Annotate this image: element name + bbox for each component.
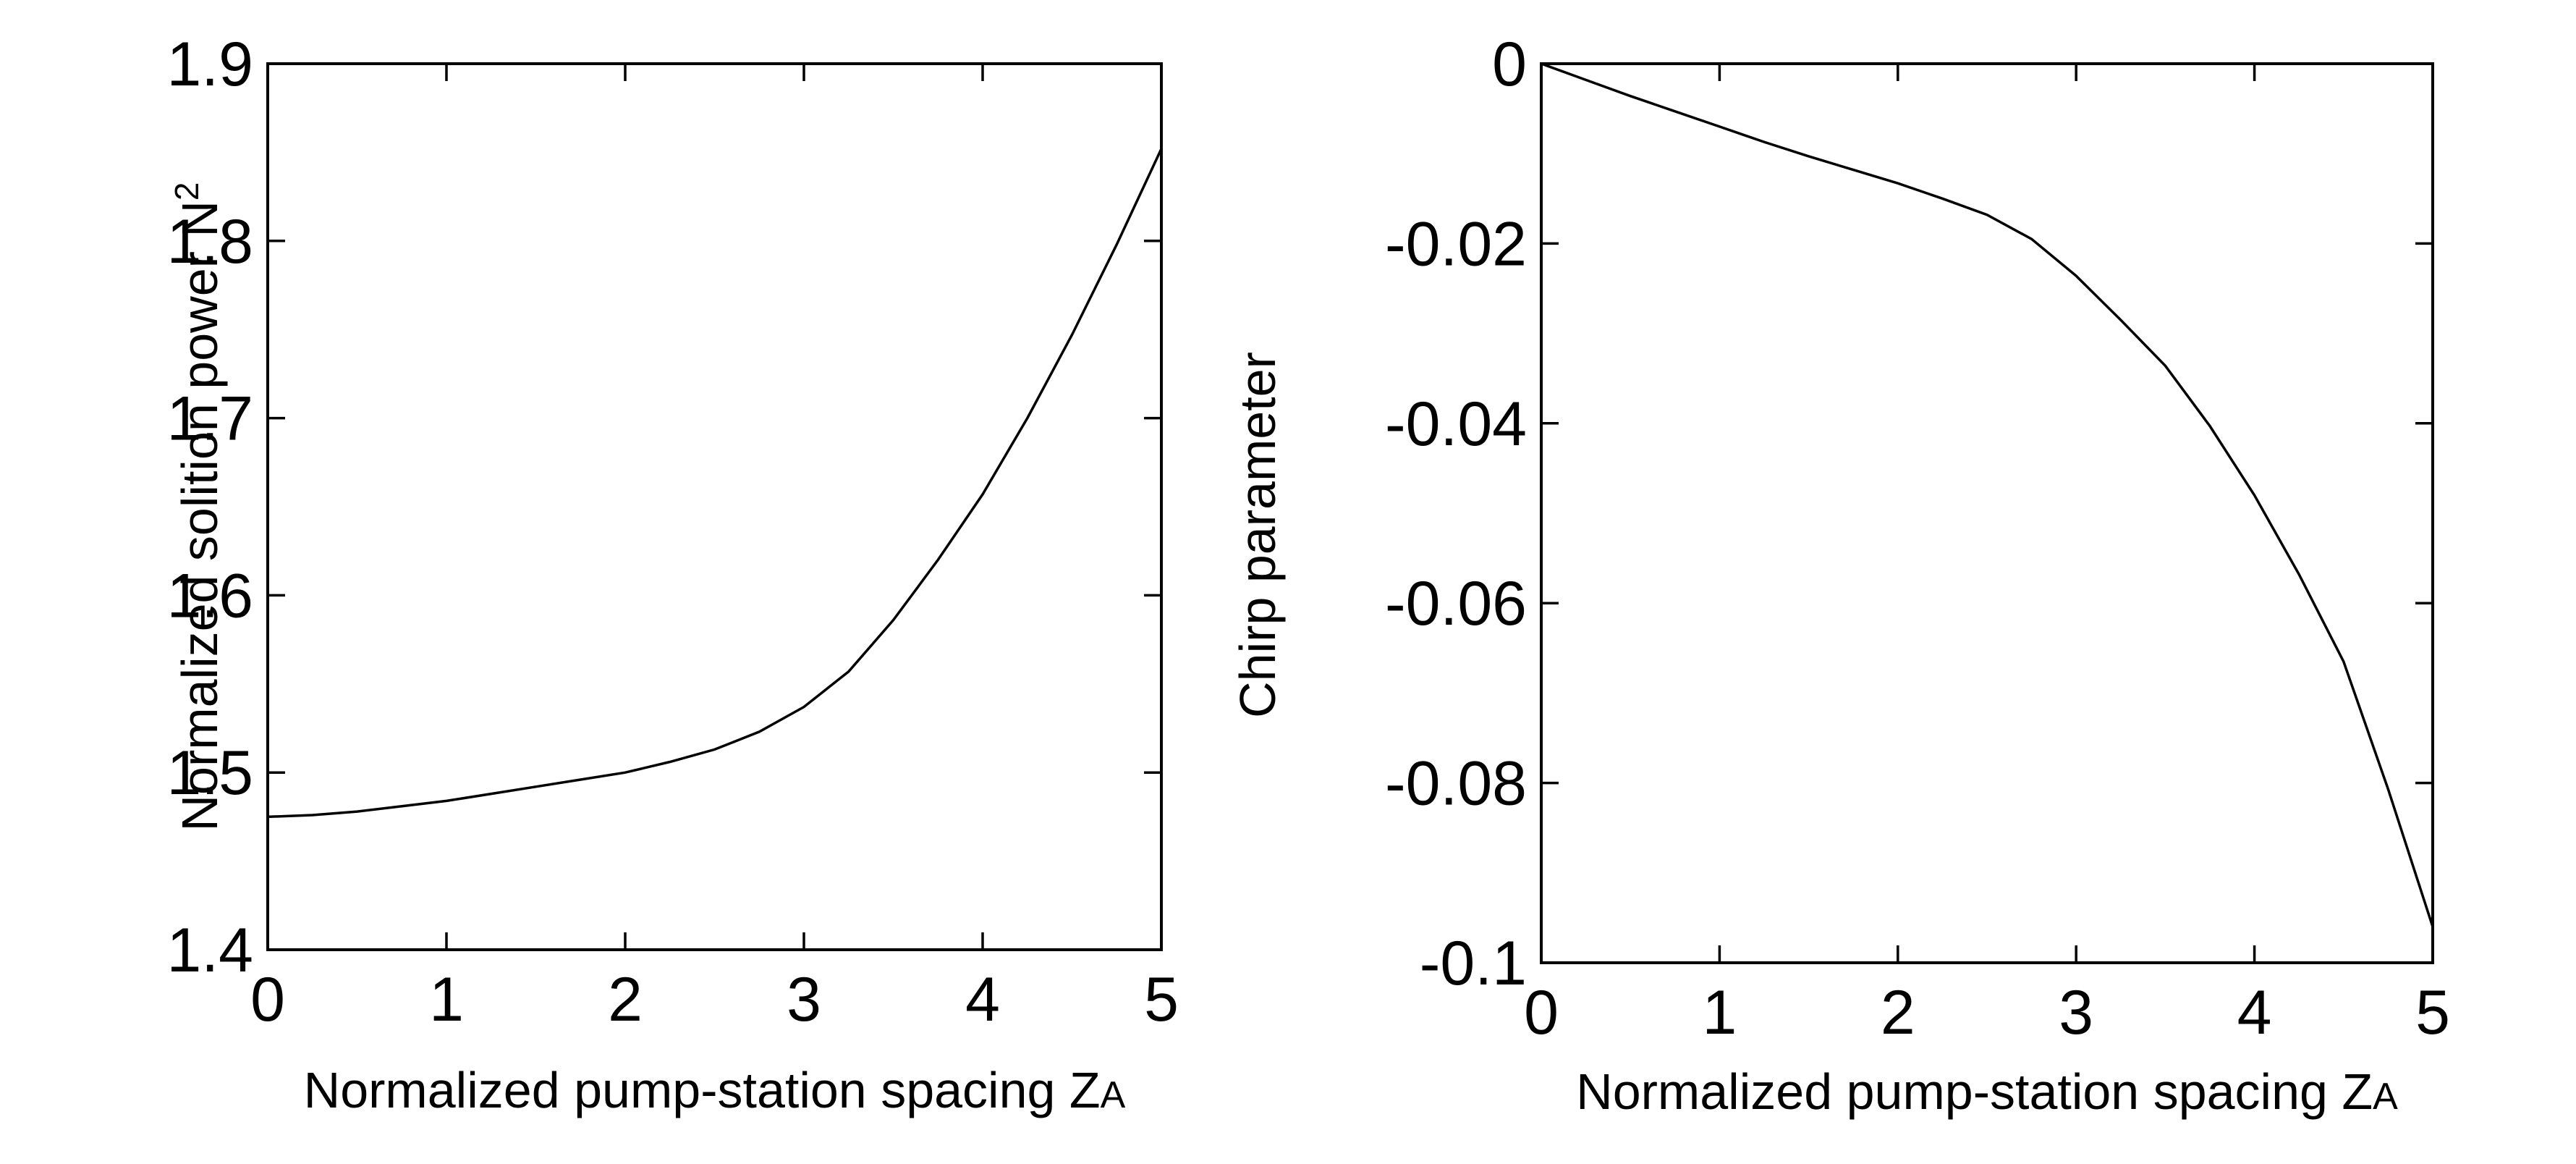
y-tick-label: -0.1 <box>1420 929 1527 998</box>
x-tick-label: 1 <box>429 965 464 1034</box>
x-tick-label: 3 <box>787 965 821 1034</box>
y-axis-label-text: Normalized solition power N <box>171 201 228 831</box>
x-tick-label: 2 <box>1881 978 1915 1047</box>
y-axis-label-superscript: 2 <box>168 182 206 201</box>
x-tick-label: 4 <box>965 965 1000 1034</box>
y-axis-label: Normalized solition power N2 <box>168 182 228 831</box>
x-tick-label: 5 <box>1144 965 1179 1034</box>
y-tick-label: -0.02 <box>1385 209 1527 279</box>
x-axis-label-text: Normalized pump-station spacing Z <box>1576 1063 2373 1120</box>
y-tick-label: 1.4 <box>166 916 253 985</box>
y-tick-label: -0.08 <box>1385 749 1527 819</box>
x-axis-label-subscript: A <box>2373 1076 2398 1118</box>
y-tick-label: -0.06 <box>1385 569 1527 638</box>
x-axis-label-subscript: A <box>1101 1074 1126 1116</box>
x-tick-label: 2 <box>608 965 643 1034</box>
tick-labels: 0 1 2 3 4 5 0 -0.02 -0.04 -0.06 -0.08 -0.1 <box>1385 30 2450 1047</box>
y-tick-label: 1.7 <box>166 384 253 454</box>
x-tick-label: 5 <box>2415 978 2450 1047</box>
y-axis-label: Chirp parameter <box>1229 352 1286 718</box>
x-axis-label: Normalized pump-station spacing ZA <box>304 1062 1126 1118</box>
tick-labels: 0 1 2 3 4 5 1.4 1.5 1.6 1.7 1.8 1.9 <box>166 30 1178 1034</box>
plot-frame <box>266 62 1163 951</box>
y-tick-label: 1.8 <box>166 207 253 277</box>
plot-frame <box>1540 62 2434 964</box>
chart-soliton-power: 0 1 2 3 4 5 1.4 1.5 1.6 1.7 1.8 1.9 Normalized pump… <box>166 30 1178 1118</box>
y-tick-label: -0.04 <box>1385 389 1527 459</box>
tick-marks <box>266 62 1163 951</box>
x-tick-label: 1 <box>1702 978 1737 1047</box>
series-line-soliton-power <box>267 148 1163 819</box>
x-tick-label: 0 <box>250 965 285 1034</box>
y-tick-label: 1.5 <box>166 738 253 808</box>
x-axis-label: Normalized pump-station spacing ZA <box>1576 1063 2398 1120</box>
x-axis-label-text: Normalized pump-station spacing Z <box>304 1062 1101 1118</box>
chart-chirp-parameter: 0 1 2 3 4 5 0 -0.02 -0.04 -0.06 -0.08 -0.1 Normaliz… <box>1229 30 2450 1120</box>
series-line-chirp <box>1541 62 2434 927</box>
x-tick-label: 0 <box>1524 978 1559 1047</box>
y-tick-label: 1.9 <box>166 30 253 99</box>
y-tick-label: 1.6 <box>166 561 253 630</box>
y-axis-label-text: Chirp parameter <box>1229 352 1286 718</box>
y-tick-label: 0 <box>1492 30 1527 99</box>
x-tick-label: 4 <box>2237 978 2272 1047</box>
x-tick-label: 3 <box>2059 978 2093 1047</box>
tick-marks <box>1540 62 2434 964</box>
